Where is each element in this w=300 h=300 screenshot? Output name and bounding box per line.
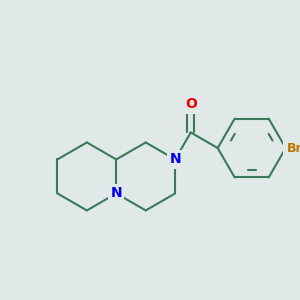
Text: Br: Br — [287, 142, 300, 154]
Text: O: O — [185, 98, 197, 111]
Text: N: N — [169, 152, 181, 167]
Text: N: N — [110, 186, 122, 200]
